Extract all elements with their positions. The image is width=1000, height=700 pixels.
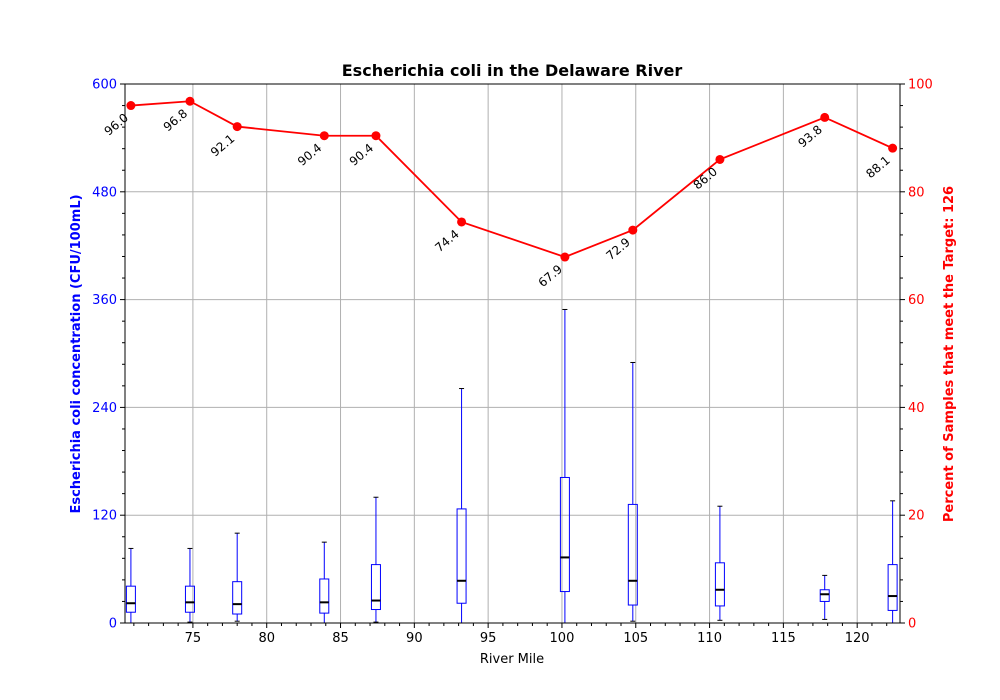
y-left-tick-label: 600 xyxy=(92,78,117,93)
y-right-tick-label: 60 xyxy=(908,293,925,308)
box-body xyxy=(125,585,136,613)
x-tick-label: 75 xyxy=(185,631,202,646)
boxplot xyxy=(370,496,381,623)
boxplot xyxy=(819,574,830,620)
percent-line: 96.0 96.892.1 90.4 90.474.467.972.986.093.8… xyxy=(102,96,898,290)
boxplot xyxy=(184,547,195,623)
boxplot xyxy=(887,500,898,624)
percent-point xyxy=(628,225,638,235)
y-axis-right-label: Percent of Samples that meet the Target:… xyxy=(942,186,957,522)
boxplot xyxy=(125,547,136,624)
box-body xyxy=(184,585,195,613)
percent-point-label: 92.1 xyxy=(208,132,237,160)
boxplot xyxy=(232,532,243,622)
y-right-tick-label: 0 xyxy=(908,617,916,632)
x-tick-label: 100 xyxy=(550,631,575,646)
percent-point xyxy=(457,217,467,227)
y-left-tick-label: 240 xyxy=(92,401,117,416)
percent-series-line xyxy=(130,100,893,258)
x-tick-label: 95 xyxy=(480,631,497,646)
box-body xyxy=(627,503,638,606)
plot-frame xyxy=(124,83,901,624)
y-right-tick-label: 100 xyxy=(908,78,933,93)
percent-point xyxy=(126,101,136,111)
percent-point xyxy=(371,131,381,141)
x-tick-label: 120 xyxy=(845,631,870,646)
percent-point-label: 88.1 xyxy=(863,153,892,181)
y-left-tick-label: 480 xyxy=(92,185,117,200)
box-body xyxy=(559,476,570,593)
box-body xyxy=(714,562,725,607)
percent-point-label: 90.4 xyxy=(295,141,324,169)
y-right-tick-label: 40 xyxy=(908,401,925,416)
percent-point-label: 67.9 xyxy=(536,262,565,290)
percent-point-label: 90.4 xyxy=(347,141,376,169)
percent-point xyxy=(715,154,725,164)
x-tick-label: 115 xyxy=(771,631,796,646)
x-tick-label: 105 xyxy=(623,631,648,646)
percent-point xyxy=(820,112,830,122)
box-body xyxy=(370,564,381,611)
box-body xyxy=(819,589,830,602)
percent-point-label: 96.8 xyxy=(161,106,190,134)
y-right-tick-label: 20 xyxy=(908,509,925,524)
boxplot xyxy=(559,308,570,624)
grid xyxy=(125,83,900,624)
percent-point-label: 74.4 xyxy=(432,227,461,255)
percent-point xyxy=(319,131,329,141)
y-left-tick-label: 120 xyxy=(92,509,117,524)
box-body xyxy=(887,564,898,611)
x-axis-label: River Mile xyxy=(480,652,544,667)
percent-point xyxy=(560,252,570,262)
boxplot xyxy=(627,361,638,622)
chart-title: Escherichia coli in the Delaware River xyxy=(342,61,683,80)
percent-point-label: 86.0 xyxy=(691,164,720,192)
boxplot xyxy=(319,541,330,624)
box-body xyxy=(319,578,330,614)
box-body xyxy=(456,508,467,604)
y-left-tick-label: 360 xyxy=(92,293,117,308)
percent-point-label: 96.0 xyxy=(102,111,131,139)
x-tick-label: 85 xyxy=(332,631,349,646)
y-left-tick-label: 0 xyxy=(109,617,117,632)
boxplots xyxy=(125,308,898,624)
boxplot xyxy=(714,505,725,621)
y-axis-left-label: Escherichia coli concentration (CFU/100m… xyxy=(69,194,84,513)
y-right-tick-label: 80 xyxy=(908,185,925,200)
axes: 75 80 85 90 95 100 105 110 115 120 0 120 240 360 480 60… xyxy=(92,78,933,647)
x-tick-label: 80 xyxy=(258,631,275,646)
box-body xyxy=(232,581,243,615)
percent-point xyxy=(232,122,242,132)
boxplot xyxy=(456,388,467,624)
x-tick-label: 90 xyxy=(406,631,423,646)
x-tick-label: 110 xyxy=(697,631,722,646)
percent-point xyxy=(185,96,195,106)
percent-point xyxy=(888,143,898,153)
